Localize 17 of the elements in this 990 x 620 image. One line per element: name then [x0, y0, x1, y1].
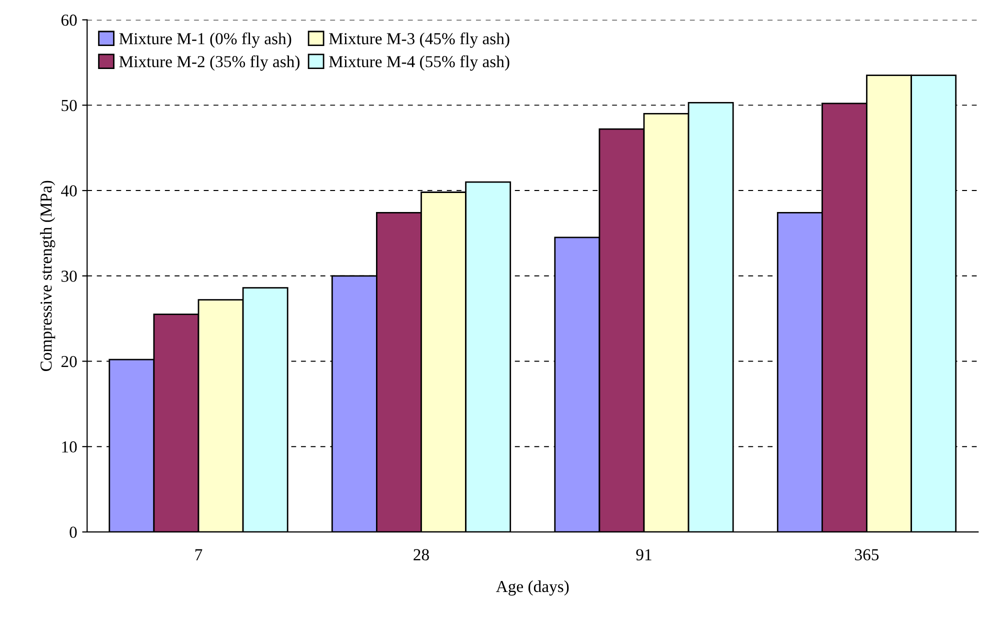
legend-label: Mixture M-2 (35% fly ash) [119, 55, 300, 71]
y-tick-label: 40 [61, 185, 77, 196]
x-tick-label: 28 [414, 549, 429, 560]
y-tick-label: 50 [62, 100, 77, 112]
y-tick-label: 0 [70, 526, 77, 538]
legend-label: Mixture M-4 (55% fly ash) [329, 55, 510, 71]
x-tick-label: 7 [195, 549, 202, 560]
y-axis-title: Compressive strength (MPa) [40, 180, 56, 372]
x-tick-label: 91 [636, 549, 652, 560]
y-tick-label: 30 [62, 270, 77, 282]
y-tick-label: 20 [61, 356, 77, 368]
x-axis-title: Age (days) [496, 580, 569, 596]
x-tick-label: 365 [855, 549, 879, 560]
legend-label: Mixture M-3 (45% fly ash) [329, 32, 510, 48]
y-tick-label: 10 [62, 441, 77, 453]
legend-label: Mixture M-1 (0% fly ash) [119, 32, 292, 48]
y-tick-label: 60 [61, 14, 77, 26]
